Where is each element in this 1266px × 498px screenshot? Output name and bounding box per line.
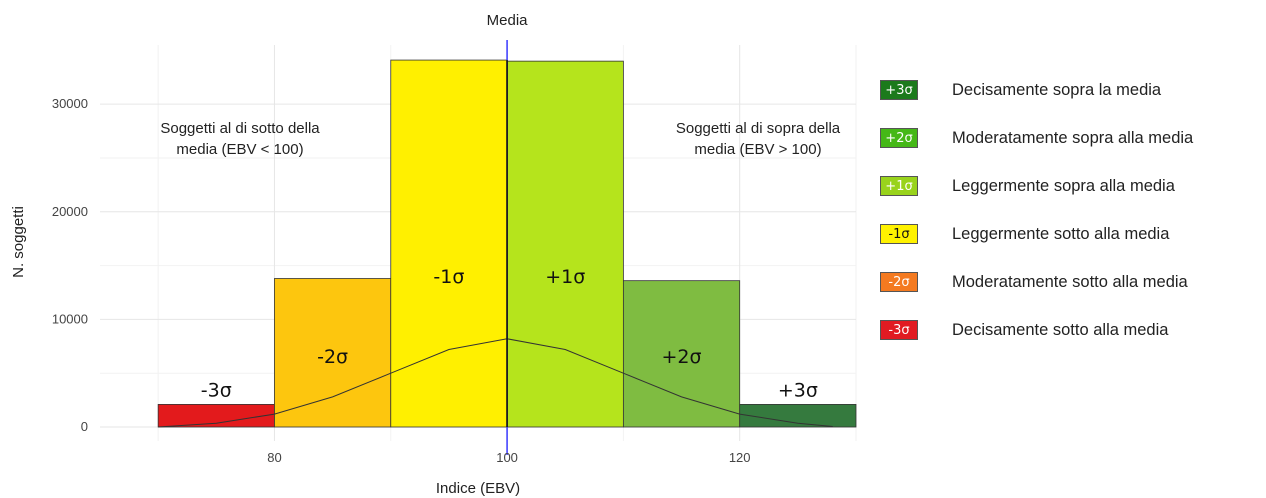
legend-label: Decisamente sotto alla media [952,320,1169,339]
note-layer: Soggetti al di sotto della media (EBV < 1… [160,120,840,158]
legend-label: Moderatamente sotto alla media [952,272,1188,291]
mean-layer: Media [487,12,529,455]
x-tick-label: 80 [267,450,281,465]
legend-key: -2σ [880,271,952,293]
histogram-bar [274,278,392,428]
bar-layer [157,59,857,428]
legend-item: +1σ Leggermente sopra alla media [880,174,1175,198]
legend-key: -3σ [880,319,952,341]
right-annotation-line: media (EBV > 100) [694,141,821,158]
legend-item: -2σ Moderatamente sotto alla media [880,270,1188,294]
bar-label: -2σ [317,346,348,368]
legend-label: Leggermente sopra alla media [952,176,1175,195]
legend-swatch: -1σ [880,224,918,244]
left-annotation-line: media (EBV < 100) [176,141,303,158]
bar-label: +3σ [778,379,818,401]
legend-swatch: +2σ [880,128,918,148]
y-tick-label: 30000 [52,96,88,111]
histogram-bar [739,404,857,428]
axis-layer: 80 100 120 0 10000 20000 30000 Indice (EBV) N. s… [10,96,751,497]
bar-label: +1σ [545,266,585,288]
legend-swatch: +1σ [880,176,918,196]
legend-label: Decisamente sopra la media [952,80,1162,99]
label-layer: -3σ -2σ -1σ +1σ +2σ +3σ [201,266,818,401]
legend-item: +2σ Moderatamente sopra alla media [880,126,1193,150]
legend-key: +1σ [880,175,952,197]
bar-label: -3σ [201,379,232,401]
x-axis-title: Indice (EBV) [436,480,520,497]
right-annotation-line: Soggetti al di sopra della [676,120,841,137]
legend-key: +2σ [880,127,952,149]
legend-swatch: -2σ [880,272,918,292]
histogram-bar [390,59,508,428]
x-tick-label: 120 [729,450,751,465]
y-axis-title: N. soggetti [10,206,27,278]
legend-label: Leggermente sotto alla media [952,224,1170,243]
x-tick-label: 100 [496,450,518,465]
legend-item: +3σ Decisamente sopra la media [880,78,1161,102]
legend-item: -3σ Decisamente sotto alla media [880,318,1168,342]
y-tick-label: 0 [81,419,88,434]
legend-key: +3σ [880,79,952,101]
histogram-chart: Media 80 100 120 0 10000 20000 30000 Indice (EB… [10,12,857,497]
y-tick-label: 10000 [52,311,88,326]
legend-key: -1σ [880,223,952,245]
legend-swatch: -3σ [880,320,918,340]
left-annotation-line: Soggetti al di sotto della [160,120,320,137]
legend-swatch: +3σ [880,80,918,100]
histogram-bar [622,280,741,428]
legend-label: Moderatamente sopra alla media [952,128,1194,147]
bar-label: +2σ [662,346,702,368]
bar-label: -1σ [433,266,464,288]
histogram-bar [506,60,624,428]
mean-label: Media [487,12,529,29]
legend-item: -1σ Leggermente sotto alla media [880,222,1169,246]
y-tick-label: 20000 [52,204,88,219]
